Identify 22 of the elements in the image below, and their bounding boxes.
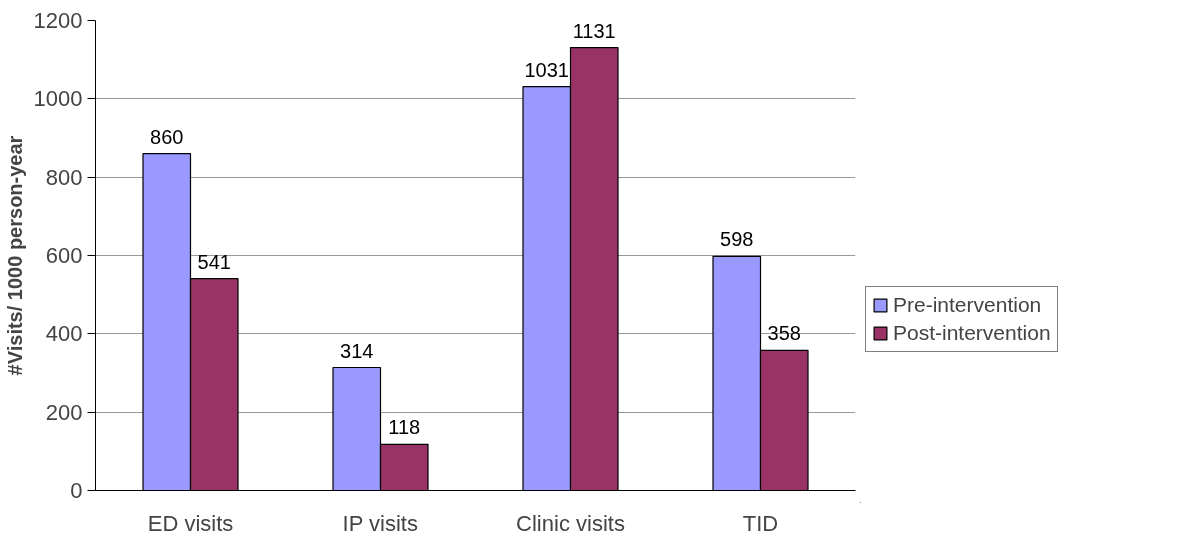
y-tick-label: 1000 <box>33 86 83 112</box>
data-label: 860 <box>150 125 184 148</box>
y-tick-label: 200 <box>45 399 83 425</box>
data-label: 598 <box>720 228 754 251</box>
x-tick-label: Clinic visits <box>516 510 625 536</box>
y-axis-title: #Visits/ 1000 person-year <box>3 135 26 376</box>
data-label: 1031 <box>524 58 569 81</box>
data-label: 541 <box>197 250 231 273</box>
x-tick-label: TID <box>742 510 779 536</box>
y-tick-label: 600 <box>45 243 83 268</box>
data-label: 118 <box>388 416 421 439</box>
y-tick-label: 1200 <box>33 8 83 33</box>
x-tick-label: IP visits <box>342 510 418 536</box>
data-label: 358 <box>767 322 801 345</box>
data-label: 1131 <box>572 19 616 42</box>
y-tick-label: 800 <box>45 164 83 190</box>
legend-label: Post-intervention <box>893 321 1051 345</box>
data-label: 314 <box>340 339 374 362</box>
x-tick-label: ED visits <box>147 510 234 536</box>
y-tick-label: 400 <box>45 321 83 347</box>
y-tick-label: 0 <box>70 478 83 503</box>
legend-label: Pre-intervention <box>893 293 1042 317</box>
